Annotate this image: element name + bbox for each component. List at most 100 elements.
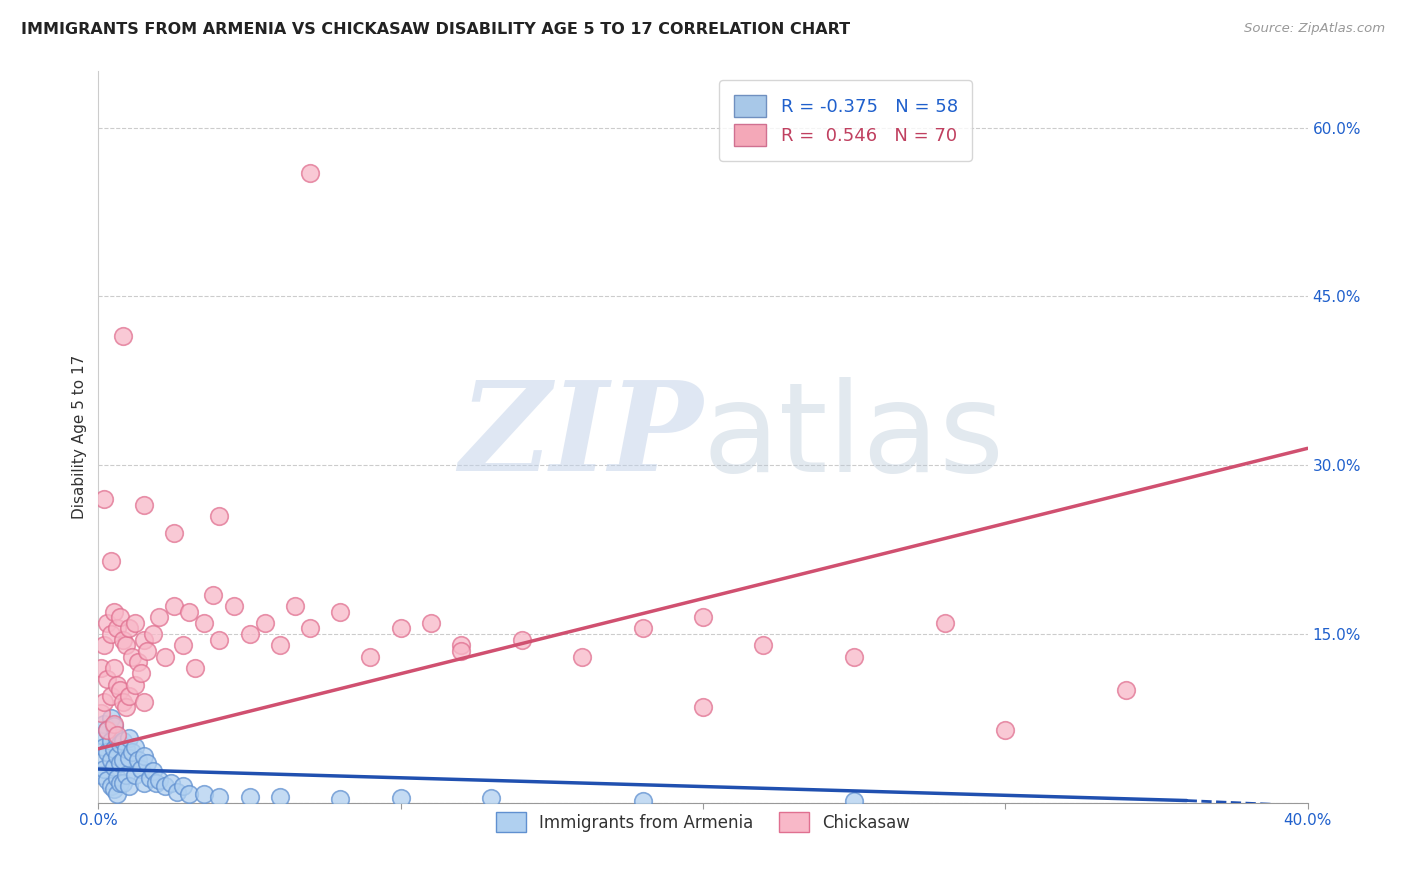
Point	[510, 632, 533, 647]
Point	[145, 775, 167, 789]
Point	[121, 649, 143, 664]
Point	[163, 525, 186, 540]
Point	[96, 773, 118, 788]
Point	[132, 775, 155, 789]
Point	[93, 638, 115, 652]
Point	[96, 745, 118, 759]
Point	[139, 771, 162, 785]
Point	[179, 787, 201, 801]
Point	[108, 737, 131, 751]
Legend: Immigrants from Armenia, Chickasaw: Immigrants from Armenia, Chickasaw	[489, 805, 917, 838]
Point	[103, 741, 125, 756]
Point	[208, 790, 231, 805]
Point	[96, 672, 118, 686]
Point	[631, 621, 654, 635]
Point	[329, 605, 352, 619]
Point	[105, 787, 128, 801]
Point	[239, 627, 262, 641]
Point	[118, 689, 141, 703]
Point	[103, 717, 125, 731]
Point	[193, 615, 215, 630]
Point	[934, 615, 956, 630]
Point	[103, 661, 125, 675]
Point	[129, 666, 152, 681]
Point	[153, 649, 176, 664]
Point	[93, 717, 115, 731]
Point	[253, 615, 276, 630]
Point	[105, 731, 128, 745]
Point	[172, 779, 194, 793]
Y-axis label: Disability Age 5 to 17: Disability Age 5 to 17	[72, 355, 87, 519]
Point	[631, 793, 654, 807]
Point	[571, 649, 593, 664]
Point	[105, 748, 128, 763]
Point	[389, 621, 412, 635]
Point	[844, 793, 866, 807]
Point	[127, 655, 149, 669]
Point	[100, 734, 122, 748]
Point	[179, 605, 201, 619]
Text: Source: ZipAtlas.com: Source: ZipAtlas.com	[1244, 22, 1385, 36]
Point	[103, 760, 125, 774]
Point	[93, 694, 115, 708]
Point	[450, 644, 472, 658]
Point	[163, 599, 186, 613]
Point	[224, 599, 246, 613]
Point	[124, 739, 146, 754]
Point	[153, 779, 176, 793]
Point	[114, 638, 136, 652]
Point	[142, 764, 165, 779]
Point	[103, 605, 125, 619]
Point	[844, 649, 866, 664]
Point	[135, 756, 157, 771]
Point	[692, 700, 714, 714]
Point	[202, 588, 225, 602]
Point	[129, 762, 152, 776]
Point	[142, 627, 165, 641]
Text: ZIP: ZIP	[460, 376, 703, 498]
Point	[114, 741, 136, 756]
Point	[329, 792, 352, 806]
Point	[124, 615, 146, 630]
Point	[752, 638, 775, 652]
Point	[111, 734, 134, 748]
Point	[284, 599, 307, 613]
Point	[105, 771, 128, 785]
Point	[103, 782, 125, 797]
Point	[105, 621, 128, 635]
Point	[90, 767, 112, 781]
Point	[100, 753, 122, 767]
Point	[132, 498, 155, 512]
Point	[239, 790, 262, 805]
Point	[100, 689, 122, 703]
Point	[111, 694, 134, 708]
Point	[193, 787, 215, 801]
Point	[184, 661, 207, 675]
Point	[118, 731, 141, 745]
Point	[118, 621, 141, 635]
Point	[420, 615, 443, 630]
Point	[124, 767, 146, 781]
Point	[93, 491, 115, 506]
Point	[103, 719, 125, 733]
Text: atlas: atlas	[703, 376, 1005, 498]
Point	[111, 775, 134, 789]
Point	[299, 621, 322, 635]
Point	[96, 723, 118, 737]
Point	[148, 773, 170, 788]
Point	[114, 767, 136, 781]
Point	[108, 775, 131, 789]
Point	[111, 328, 134, 343]
Point	[692, 610, 714, 624]
Point	[100, 711, 122, 725]
Point	[100, 779, 122, 793]
Point	[96, 723, 118, 737]
Point	[93, 739, 115, 754]
Point	[208, 632, 231, 647]
Point	[90, 661, 112, 675]
Point	[111, 632, 134, 647]
Point	[93, 762, 115, 776]
Point	[360, 649, 382, 664]
Point	[108, 756, 131, 771]
Point	[105, 728, 128, 742]
